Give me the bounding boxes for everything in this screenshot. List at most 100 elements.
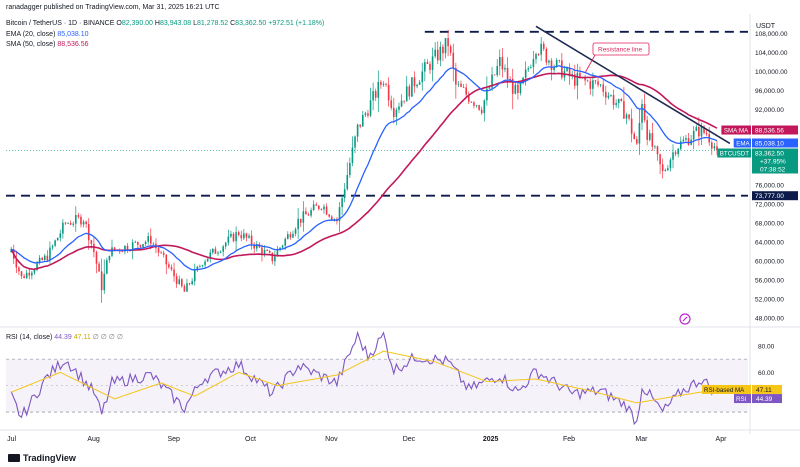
candle-body — [514, 84, 517, 94]
candle-body — [716, 146, 718, 151]
alert-icon — [679, 313, 691, 325]
tradingview-logo[interactable]: TradingView — [8, 453, 76, 463]
rsi-line — [10, 330, 718, 426]
candle-body — [106, 260, 108, 274]
candle-body — [341, 198, 343, 208]
price-tag-extra: +37.95% — [760, 159, 786, 166]
candle-body — [589, 81, 592, 89]
candle-body — [465, 87, 467, 95]
candle-body — [530, 67, 532, 69]
candle-body — [320, 208, 323, 210]
time-tick-label: Sep — [167, 436, 180, 443]
candle-body — [62, 222, 64, 234]
candle-body — [460, 83, 462, 87]
candle-body — [393, 107, 395, 117]
price-tag-label: SMA:MA — [724, 128, 749, 135]
candle-body — [646, 120, 648, 140]
candle-body — [38, 257, 41, 264]
rsi-ma-label-box — [702, 384, 751, 394]
candle-body — [165, 254, 168, 265]
candle-body — [444, 38, 447, 54]
candle-body — [633, 133, 636, 140]
candle-body — [648, 133, 651, 140]
candle-body — [524, 69, 527, 78]
ema-legend[interactable]: EMA (20, close) 85,038.10 — [6, 31, 89, 38]
candle-body — [284, 238, 287, 246]
candle-body — [103, 273, 106, 291]
candle-body — [346, 175, 349, 190]
candle-body — [405, 86, 408, 102]
candle-body — [599, 84, 602, 86]
candle-body — [620, 98, 623, 102]
price-tag-value: 83,362.50 — [755, 151, 784, 158]
support-level-tag-text: 73,777.00 — [755, 193, 784, 200]
candle-body — [199, 266, 201, 268]
candle-body — [72, 223, 75, 225]
candle-body — [235, 232, 237, 242]
candle-body — [323, 206, 325, 210]
candle-body — [113, 247, 116, 251]
candle-body — [36, 263, 38, 270]
symbol-name[interactable]: Bitcoin / TetherUS · 1D · BINANCE — [6, 20, 115, 27]
candle-body — [85, 221, 87, 224]
candle-body — [299, 218, 302, 223]
candle-body — [204, 261, 206, 266]
candle-body — [679, 141, 682, 149]
candle-body — [191, 281, 193, 285]
candle-body — [408, 86, 411, 97]
candle-body — [579, 72, 581, 78]
candle-body — [354, 136, 356, 148]
candle-body — [255, 244, 258, 249]
candle-body — [457, 83, 460, 85]
candle-body — [641, 103, 643, 123]
candle-body — [527, 68, 530, 70]
candle-body — [431, 56, 434, 70]
candle-body — [294, 229, 297, 234]
price-tick-label: 60,000.00 — [755, 259, 784, 266]
candle-body — [305, 211, 307, 215]
rsi-tag — [752, 394, 782, 404]
candle-body — [672, 152, 674, 160]
candle-body — [181, 279, 183, 287]
candle-body — [343, 189, 346, 199]
rsi-ma-label: RSI-based MA — [704, 387, 745, 394]
rsi-label-box — [734, 394, 751, 404]
candle-body — [77, 215, 80, 217]
candle-body — [566, 67, 568, 72]
candle-body — [201, 265, 204, 267]
rsi-label: RSI — [736, 396, 747, 403]
price-tick-label: 52,000.00 — [755, 296, 784, 303]
candle-body — [501, 57, 504, 70]
candle-body — [486, 88, 488, 101]
candle-body — [183, 286, 186, 292]
resistance-trendline — [535, 25, 731, 145]
price-tag-label-box — [733, 138, 751, 148]
candle-body — [509, 78, 511, 80]
candle-body — [250, 235, 253, 245]
candle-body — [692, 130, 695, 140]
candle-body — [312, 204, 315, 210]
candle-body — [315, 204, 318, 206]
candle-body — [493, 74, 496, 76]
candle-body — [214, 248, 217, 254]
candle-body — [594, 80, 597, 82]
candle-body — [630, 118, 633, 134]
low-value: 81,278.52 — [197, 20, 229, 27]
candle-body — [82, 221, 85, 225]
price-tick-label: 104,000.00 — [755, 50, 788, 57]
candle-body — [568, 67, 571, 77]
sma-legend[interactable]: SMA (50, close) 88,536.56 — [6, 41, 89, 48]
candle-body — [93, 243, 95, 252]
candle-body — [232, 233, 235, 242]
candle-body — [442, 46, 444, 54]
candle-body — [212, 248, 214, 253]
candle-body — [41, 257, 43, 261]
rsi-legend[interactable]: RSI (14, close) 44.39 47.11 ∅ ∅ ∅ ∅ — [6, 334, 123, 341]
candle-body — [222, 246, 224, 252]
candle-body — [134, 241, 137, 243]
candle-body — [623, 101, 625, 119]
candle-body — [121, 251, 124, 253]
candle-body — [496, 66, 499, 76]
candle-body — [519, 83, 522, 93]
candle-body — [698, 127, 700, 137]
